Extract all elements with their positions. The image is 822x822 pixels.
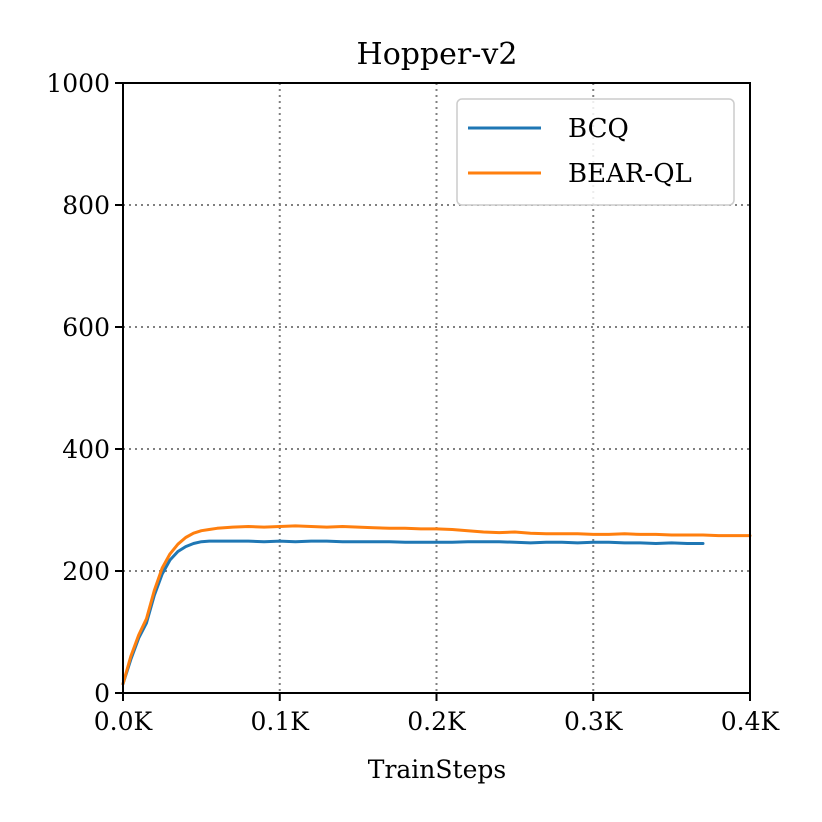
legend: BCQ BEAR-QL [456, 98, 735, 206]
legend-box [456, 98, 735, 206]
series-line-bear-ql [121, 524, 752, 686]
x-tick-label: 0.4K [721, 707, 781, 736]
x-axis: 0.0K 0.1K 0.2K 0.3K 0.4K [94, 693, 781, 736]
x-tick-label: 0.0K [94, 707, 154, 736]
legend-label: BEAR-QL [568, 159, 692, 189]
series-line-bcq [121, 539, 705, 686]
x-tick-label: 0.2K [407, 707, 467, 736]
y-tick-label: 1000 [46, 69, 110, 98]
y-tick-label: 400 [62, 435, 110, 464]
chart-title: Hopper-v2 [357, 37, 518, 72]
x-tick-label: 0.1K [251, 707, 311, 736]
x-axis-label: TrainSteps [368, 755, 506, 784]
legend-label: BCQ [568, 114, 629, 144]
y-tick-label: 0 [94, 679, 110, 708]
y-tick-label: 600 [62, 313, 110, 342]
y-tick-label: 800 [62, 191, 110, 220]
y-axis: 0 200 400 600 800 1000 [46, 69, 123, 708]
series-layer [121, 524, 752, 686]
y-tick-label: 200 [62, 557, 110, 586]
x-tick-label: 0.3K [564, 707, 624, 736]
